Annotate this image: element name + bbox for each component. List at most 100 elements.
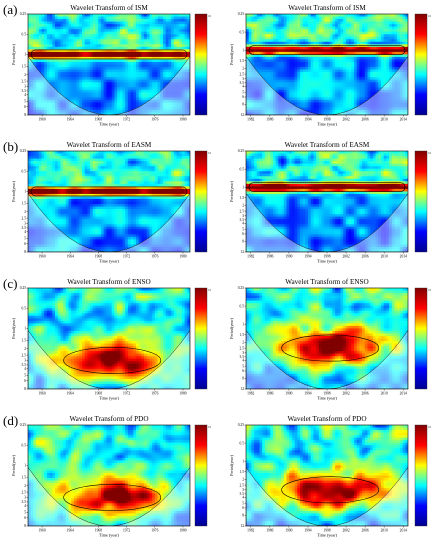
colorbar-max-label: 16: [208, 288, 212, 292]
x-tick-label: 1972: [123, 529, 130, 533]
x-tick-label: 2014: [400, 255, 407, 259]
y-tick-label: 0.25: [238, 12, 244, 16]
plot-frame: [27, 13, 191, 116]
y-tick-label: 2.5: [22, 79, 27, 83]
x-tick-label: 1972: [123, 118, 130, 122]
y-tick-label: 5: [24, 100, 26, 104]
colorbar-max-label: 16: [428, 14, 432, 18]
heatmap-cells: [246, 151, 408, 252]
panel-a-right: Wavelet Transform of ISM0.250.511.522.53…: [229, 4, 432, 127]
x-tick-label: 1990: [285, 529, 292, 533]
y-tick-label: 3.5: [240, 81, 245, 85]
y-tick-label: 0.5: [240, 167, 245, 171]
significance-contour: [63, 483, 162, 511]
y-tick-label: 1: [242, 185, 244, 189]
y-tick-label: 1.5: [240, 59, 245, 63]
y-tick-label: 1.5: [22, 475, 27, 479]
x-tick-label: 1982: [247, 529, 254, 533]
heatmap-cells: [28, 425, 190, 526]
y-tick-label: 2.5: [240, 72, 245, 76]
x-tick-label: 1980: [179, 529, 186, 533]
panel-title: Wavelet Transform of PDO: [69, 415, 148, 423]
y-tick-label: 8: [242, 240, 244, 244]
y-tick-label: 1.5: [240, 333, 245, 337]
x-axis-label: Time (year): [99, 122, 119, 127]
y-tick-label: 8: [242, 514, 244, 518]
colorbar-max-label: 16: [428, 151, 432, 155]
y-tick-label: 0.5: [22, 306, 27, 310]
x-tick-label: 2002: [342, 118, 349, 122]
x-tick-label: 1990: [285, 255, 292, 259]
y-tick-label: 3: [24, 222, 26, 226]
x-axis-label: Time (year): [317, 396, 337, 401]
y-tick-label: 8: [24, 113, 26, 117]
y-axis-label: Period(year): [229, 317, 234, 339]
y-tick-label: 5: [242, 364, 244, 368]
x-tick-label: 2006: [362, 118, 369, 122]
colorbar-max-label: 16: [428, 425, 432, 429]
heatmap-cells: [246, 425, 408, 526]
y-tick-label: 0.25: [20, 12, 26, 16]
panel-title: Wavelet Transform of ISM: [288, 4, 366, 12]
x-tick-label: 1960: [38, 529, 45, 533]
y-tick-label: 5: [24, 374, 26, 378]
significance-contour: [248, 182, 406, 192]
heatmap-cells: [28, 14, 190, 115]
x-tick-label: 1982: [247, 255, 254, 259]
x-tick-label: 1986: [266, 255, 273, 259]
y-tick-label: 4: [24, 504, 26, 508]
y-tick-label: 2: [24, 73, 26, 77]
panel-title: Wavelet Transform of ENSO: [285, 278, 368, 286]
colorbar: [414, 13, 428, 116]
x-tick-label: 1994: [304, 529, 311, 533]
y-axis-label: Period(year): [229, 454, 234, 476]
y-tick-label: 8: [24, 387, 26, 391]
plot-frame: [27, 150, 191, 253]
heatmap-cells: [246, 288, 408, 389]
significance-contour: [281, 334, 380, 362]
y-tick-label: 2.5: [22, 216, 27, 220]
y-tick-label: 5: [242, 227, 244, 231]
colorbar: [414, 424, 428, 527]
y-tick-label: 0.25: [238, 423, 244, 427]
y-tick-label: 12: [240, 250, 244, 254]
x-tick-label: 1964: [67, 529, 74, 533]
panel-letter-d: (d): [3, 413, 18, 428]
x-tick-label: 1998: [323, 392, 330, 396]
y-tick-label: 0.5: [240, 441, 245, 445]
y-tick-label: 1: [242, 48, 244, 52]
x-tick-label: 2002: [342, 529, 349, 533]
y-tick-label: 6: [24, 242, 26, 246]
panel-b-right: Wavelet Transform of EASM 0.25 0.5 1 1.5 2 2.5…: [229, 141, 432, 264]
panel-letter-c: (c): [3, 276, 17, 291]
panel-letter-a: (a): [3, 2, 17, 17]
y-tick-label: 3.5: [240, 492, 245, 496]
y-tick-label: 0.25: [20, 286, 26, 290]
heatmap-cells: [246, 14, 408, 115]
x-tick-label: 2010: [381, 118, 388, 122]
y-tick-label: 4: [24, 367, 26, 371]
y-tick-label: 2: [242, 203, 244, 207]
panel-title: Wavelet Transform of EASM: [285, 141, 370, 149]
y-tick-label: 3.5: [22, 363, 27, 367]
x-tick-label: 2014: [400, 118, 407, 122]
y-tick-label: 4: [24, 230, 26, 234]
x-tick-label: 1964: [67, 255, 74, 259]
y-tick-label: 0.5: [240, 30, 245, 34]
y-tick-label: 2.5: [240, 209, 245, 213]
y-tick-label: 2: [242, 477, 244, 481]
x-tick-label: 1980: [179, 255, 186, 259]
heatmap-cells: [28, 151, 190, 252]
colorbar-max-label: 16: [208, 425, 212, 429]
y-tick-label: 1: [242, 459, 244, 463]
x-tick-label: 1980: [179, 118, 186, 122]
y-tick-label: 3.5: [22, 226, 27, 230]
y-tick-label: 0.25: [20, 423, 26, 427]
y-tick-label: 2.5: [240, 483, 245, 487]
x-tick-label: 1998: [323, 529, 330, 533]
plot-frame: [27, 287, 191, 390]
y-tick-label: 8: [242, 103, 244, 107]
y-tick-label: 0.5: [22, 443, 27, 447]
plot-frame: [27, 424, 191, 527]
